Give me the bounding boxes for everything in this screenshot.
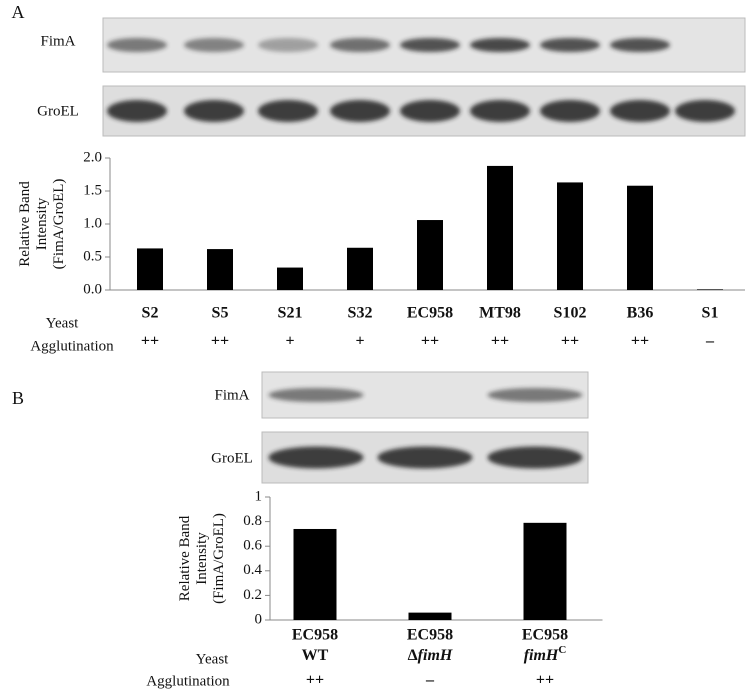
blot-label: FimA — [40, 33, 75, 49]
variant-label: ΔfimH — [408, 647, 453, 664]
bar — [697, 289, 723, 290]
y-tick-label: 0.8 — [243, 513, 262, 529]
x-tick-label: S5 — [212, 305, 229, 322]
blot-band — [540, 38, 600, 52]
blot-band — [258, 100, 318, 122]
blot-band — [470, 100, 530, 122]
y-tick-label: 1 — [255, 488, 263, 504]
agglutination-label: Agglutination — [146, 673, 230, 689]
agglutination-value: ++ — [561, 333, 579, 350]
blot-band — [487, 446, 583, 469]
x-tick-label: EC958 — [522, 627, 568, 644]
blot-band — [107, 100, 167, 122]
y-axis-label-line: Relative Band — [17, 181, 33, 267]
agglutination-value: ++ — [211, 333, 229, 350]
blot-band — [184, 38, 244, 52]
blot-band — [470, 38, 530, 52]
bar — [487, 165, 513, 290]
y-tick-label: 0.5 — [83, 248, 102, 264]
variant-part: WT — [302, 647, 329, 664]
x-tick-label: S102 — [554, 305, 587, 322]
blot-label: GroEL — [211, 450, 253, 466]
bar — [557, 182, 583, 290]
agglutination-value: + — [355, 333, 364, 350]
x-tick-label: S32 — [348, 305, 373, 322]
x-tick-label: MT98 — [479, 305, 521, 322]
y-tick-label: 0.6 — [243, 538, 262, 554]
blot-band — [610, 38, 670, 52]
bar — [347, 247, 373, 290]
blot-band — [184, 100, 244, 122]
y-axis-label-line: Intensity — [194, 532, 210, 585]
blot-band — [330, 100, 390, 122]
y-axis-label: Relative BandIntensity(FimA/GroEL) — [177, 513, 227, 604]
blot-band — [258, 38, 318, 52]
variant-part: Δ — [408, 647, 418, 664]
bar — [277, 267, 303, 290]
agglutination-value: ++ — [141, 333, 159, 350]
agglutination-value: ++ — [306, 672, 324, 689]
blot-band — [400, 38, 460, 52]
variant-label: fimHC — [524, 644, 567, 664]
y-axis-label-line: (FimA/GroEL) — [51, 179, 67, 270]
blot-band — [487, 388, 583, 402]
panel-label: B — [12, 388, 24, 408]
blot-band — [540, 100, 600, 122]
blot-band — [268, 388, 364, 402]
bar — [207, 249, 233, 290]
variant-label: WT — [302, 647, 329, 664]
y-tick-label: 2.0 — [83, 149, 102, 165]
blot-label: FimA — [214, 387, 249, 403]
bar — [293, 528, 337, 620]
x-tick-label: S2 — [142, 305, 159, 322]
panel-label: A — [12, 2, 25, 22]
blot-band — [107, 38, 167, 52]
agglutination-value: ++ — [536, 672, 554, 689]
y-axis-label: Relative BandIntensity(FimA/GroEL) — [17, 179, 67, 270]
blot-band — [610, 100, 670, 122]
x-tick-label: EC958 — [407, 305, 453, 322]
agglutination-value: ++ — [421, 333, 439, 350]
agglutination-value: + — [285, 333, 294, 350]
blot-band — [400, 100, 460, 122]
y-tick-label: 1.5 — [83, 182, 102, 198]
blot-band — [377, 446, 473, 469]
variant-part: C — [558, 644, 566, 656]
x-tick-label: EC958 — [407, 627, 453, 644]
y-axis-label-line: Relative Band — [177, 515, 193, 601]
agglutination-label: Yeast — [46, 315, 79, 331]
agglutination-label: Agglutination — [30, 338, 114, 354]
bar — [523, 522, 567, 620]
agglutination-value: ++ — [631, 333, 649, 350]
bar — [417, 220, 443, 290]
x-tick-label: B36 — [627, 305, 654, 322]
blot-band — [268, 446, 364, 469]
agglutination-value: – — [705, 333, 715, 350]
bar — [137, 248, 163, 290]
blot-label: GroEL — [37, 103, 79, 119]
blot-band — [675, 100, 735, 122]
variant-part: fimH — [418, 647, 453, 664]
bar — [408, 612, 452, 620]
y-tick-label: 0.4 — [243, 562, 262, 578]
x-tick-label: S1 — [702, 305, 719, 322]
y-tick-label: 0.2 — [243, 587, 262, 603]
y-tick-label: 1.0 — [83, 215, 102, 231]
agglutination-label: Yeast — [196, 651, 229, 667]
agglutination-value: ++ — [491, 333, 509, 350]
y-axis-label-line: (FimA/GroEL) — [211, 513, 227, 604]
y-tick-label: 0 — [255, 611, 263, 627]
blot-band — [330, 38, 390, 52]
agglutination-value: – — [425, 672, 435, 689]
variant-part: fimH — [524, 647, 559, 664]
x-tick-label: EC958 — [292, 627, 338, 644]
bar — [627, 185, 653, 290]
y-axis-label-line: Intensity — [34, 197, 50, 250]
x-tick-label: S21 — [278, 305, 303, 322]
y-tick-label: 0.0 — [83, 281, 102, 297]
